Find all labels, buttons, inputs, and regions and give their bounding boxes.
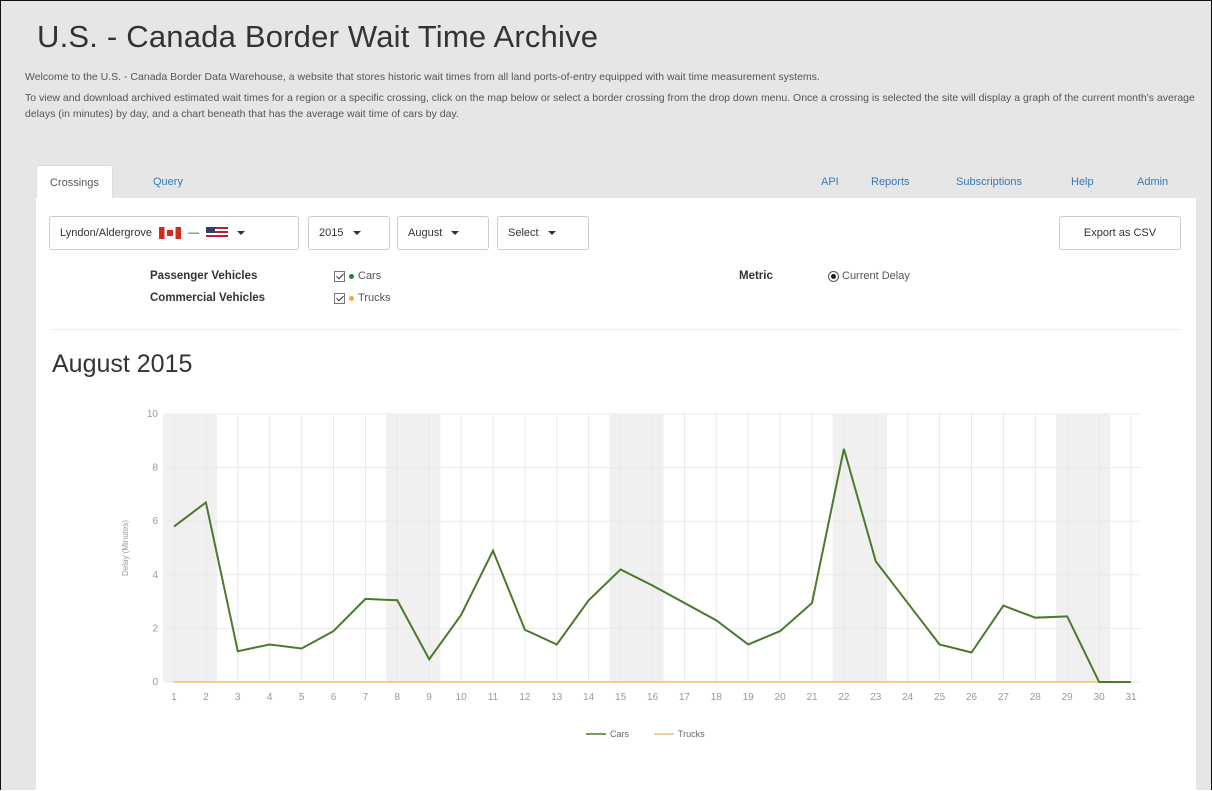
x-tick-label: 14 <box>583 692 595 703</box>
y-tick-label: 10 <box>147 409 159 420</box>
x-tick-label: 18 <box>711 692 723 703</box>
chevron-down-icon <box>237 231 246 236</box>
x-tick-label: 17 <box>679 692 691 703</box>
month-value: August <box>408 227 443 239</box>
crossing-dropdown[interactable]: Lyndon/Aldergrove — <box>49 216 299 250</box>
x-tick-label: 24 <box>902 692 914 703</box>
y-tick-label: 0 <box>152 677 158 688</box>
weekend-band <box>162 414 218 682</box>
tab-admin[interactable]: Admin <box>1137 176 1169 188</box>
x-tick-label: 4 <box>267 692 273 703</box>
x-tick-label: 28 <box>1030 692 1042 703</box>
x-tick-label: 26 <box>966 692 978 703</box>
year-dropdown[interactable]: 2015 <box>308 216 390 250</box>
x-tick-label: 1 <box>171 692 177 703</box>
radio-selected-icon <box>828 270 839 282</box>
x-tick-label: 15 <box>615 692 627 703</box>
crossing-dash: — <box>188 227 200 239</box>
x-tick-label: 23 <box>870 692 882 703</box>
series-line-cars <box>173 448 1131 683</box>
x-tick-label: 30 <box>1094 692 1106 703</box>
x-tick-label: 21 <box>806 692 818 703</box>
passenger-vehicles-label: Passenger Vehicles <box>150 270 258 282</box>
checkbox-checked-icon <box>334 270 345 282</box>
tab-reports[interactable]: Reports <box>871 176 910 188</box>
checkbox-checked-icon <box>334 292 345 304</box>
x-tick-label: 20 <box>775 692 787 703</box>
cars-label: Cars <box>358 270 382 282</box>
x-tick-label: 5 <box>299 692 305 703</box>
chevron-down-icon <box>451 231 460 236</box>
x-tick-label: 16 <box>647 692 659 703</box>
header: U.S. - Canada Border Wait Time Archive W… <box>25 19 1205 127</box>
trucks-label: Trucks <box>358 292 391 304</box>
x-tick-label: 2 <box>203 692 209 703</box>
x-tick-label: 25 <box>934 692 946 703</box>
crossings-panel: Lyndon/Aldergrove — 2015 August Select E… <box>36 198 1196 791</box>
chart-title: August 2015 <box>52 350 193 378</box>
year-value: 2015 <box>319 227 344 239</box>
current-delay-radio[interactable]: Current Delay <box>828 270 910 282</box>
select-dropdown[interactable]: Select <box>497 216 589 250</box>
y-tick-label: 2 <box>152 623 158 634</box>
weekend-band <box>1056 414 1111 682</box>
x-tick-label: 7 <box>363 692 369 703</box>
select-value: Select <box>508 227 539 239</box>
weekend-band <box>832 414 887 682</box>
commercial-vehicles-label: Commercial Vehicles <box>150 292 266 304</box>
x-tick-label: 10 <box>456 692 468 703</box>
tab-query[interactable]: Query <box>153 176 183 188</box>
cars-checkbox[interactable]: Cars <box>334 270 381 282</box>
current-delay-label: Current Delay <box>842 270 910 282</box>
weekend-band <box>386 414 441 682</box>
page-title: U.S. - Canada Border Wait Time Archive <box>37 19 599 54</box>
export-csv-button[interactable]: Export as CSV <box>1059 216 1181 250</box>
y-tick-label: 6 <box>152 516 158 527</box>
chevron-down-icon <box>547 231 556 236</box>
legend-label: Trucks <box>678 729 705 739</box>
trucks-checkbox[interactable]: Trucks <box>334 292 391 304</box>
x-tick-label: 19 <box>743 692 755 703</box>
y-axis-label: Delay (Minutes) <box>121 520 130 576</box>
crossing-name: Lyndon/Aldergrove <box>60 227 152 239</box>
x-tick-label: 8 <box>395 692 401 703</box>
tab-help[interactable]: Help <box>1071 176 1094 188</box>
toolbar: Lyndon/Aldergrove — 2015 August Select E… <box>49 216 1184 250</box>
x-tick-label: 22 <box>838 692 850 703</box>
nav-tabs: Crossings Query API Reports Subscription… <box>36 165 1196 199</box>
chevron-down-icon <box>352 231 361 236</box>
intro-text: Welcome to the U.S. - Canada Border Data… <box>25 69 1200 122</box>
x-tick-label: 11 <box>488 692 499 703</box>
y-tick-label: 4 <box>152 570 158 581</box>
x-tick-label: 12 <box>519 692 531 703</box>
legend-label: Cars <box>610 729 630 739</box>
trucks-color-dot <box>349 295 354 301</box>
tab-api[interactable]: API <box>821 176 839 188</box>
month-dropdown[interactable]: August <box>397 216 489 250</box>
filter-options: Passenger Vehicles Commercial Vehicles C… <box>36 266 1196 328</box>
weekend-band <box>609 414 664 682</box>
intro-paragraph-2: To view and download archived estimated … <box>25 92 1195 120</box>
x-tick-label: 31 <box>1125 692 1137 703</box>
metric-label: Metric <box>739 270 773 282</box>
x-tick-label: 6 <box>331 692 337 703</box>
tab-subscriptions[interactable]: Subscriptions <box>956 176 1023 188</box>
tab-crossings[interactable]: Crossings <box>36 165 113 199</box>
x-tick-label: 9 <box>426 692 432 703</box>
us-flag-icon <box>206 227 229 240</box>
y-tick-label: 8 <box>152 463 158 474</box>
x-tick-label: 13 <box>551 692 563 703</box>
divider <box>51 329 1181 330</box>
x-tick-label: 27 <box>998 692 1010 703</box>
x-tick-label: 29 <box>1062 692 1074 703</box>
cars-color-dot <box>349 273 354 279</box>
x-tick-label: 3 <box>235 692 241 703</box>
canada-flag-icon <box>159 227 181 240</box>
intro-paragraph-1: Welcome to the U.S. - Canada Border Data… <box>25 71 820 83</box>
